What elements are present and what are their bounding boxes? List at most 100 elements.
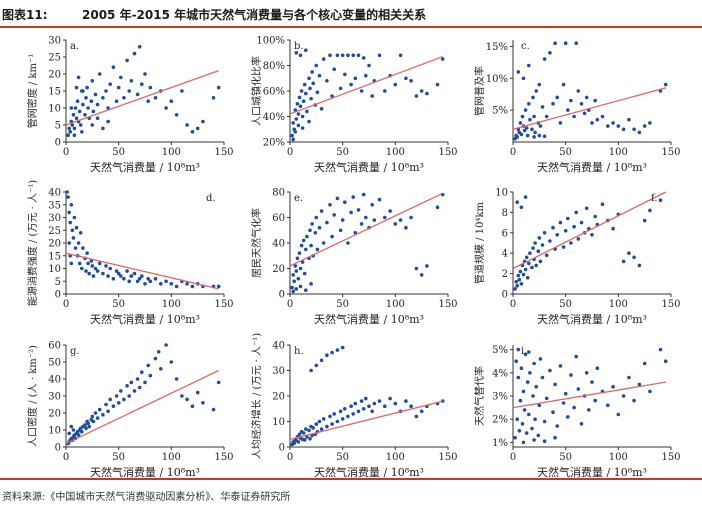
y-tick-label: 6: [502, 228, 508, 239]
figure-title: 2005 年-2015 年城市天然气消费量与各个核心变量的相关关系: [82, 8, 427, 22]
data-point: [298, 104, 303, 109]
data-point: [97, 261, 102, 266]
data-point: [595, 366, 600, 371]
data-point: [343, 407, 347, 411]
x-tick-label: 150: [661, 452, 680, 463]
data-point: [169, 360, 174, 364]
data-point: [298, 53, 303, 58]
data-point: [153, 96, 158, 100]
data-point: [521, 272, 526, 277]
panel-label: g.: [70, 346, 80, 357]
data-point: [637, 130, 642, 135]
source-note: 资料来源:《中国城市天然气消费驱动因素分析》、华泰证券研究所: [2, 492, 291, 503]
data-point: [95, 116, 100, 120]
data-point: [321, 241, 326, 245]
data-point: [561, 401, 566, 405]
scatter-panel-e: 0 50 100 150 0 20 40 60 80 e. 天然气消费量 / 10⁸m³ 居民天然气化…: [250, 188, 458, 327]
data-point: [542, 439, 547, 444]
data-point: [127, 89, 131, 93]
scatter-panel-b: 0 50 100 150 20% 40% 60% 80% 100% b. 天然气消费量 / 10⁸m…: [250, 36, 458, 175]
y-axis-label: 能源消费强度 / (万元 · 人⁻¹): [26, 180, 39, 306]
data-point: [514, 280, 518, 284]
data-point: [544, 396, 549, 401]
x-tick-label: 150: [661, 299, 680, 310]
trend-line: [512, 87, 666, 130]
data-point: [74, 116, 79, 120]
x-tick-label: 100: [386, 452, 405, 463]
data-point: [522, 128, 527, 133]
data-point: [164, 343, 168, 347]
data-point: [315, 247, 320, 252]
data-point: [295, 256, 300, 261]
x-tick-label: 0: [510, 452, 516, 463]
x-tick-label: 100: [162, 452, 181, 463]
data-point: [517, 429, 522, 433]
data-point: [116, 85, 121, 90]
data-point: [540, 105, 545, 109]
data-point: [536, 433, 541, 438]
data-point: [346, 53, 350, 58]
data-point: [544, 253, 549, 257]
data-point: [516, 273, 521, 278]
data-point: [522, 408, 527, 412]
data-point: [364, 215, 368, 220]
data-point: [642, 361, 647, 366]
source-divider: [0, 478, 702, 480]
data-point: [159, 367, 163, 371]
data-point: [579, 220, 584, 225]
data-point: [76, 75, 81, 80]
x-axis-label: 天然气消费量 / 10⁸m³: [314, 312, 424, 326]
data-point: [301, 99, 306, 103]
data-point: [587, 408, 591, 412]
data-point: [299, 243, 304, 248]
data-point: [72, 126, 77, 131]
data-point: [140, 82, 144, 86]
data-point: [532, 114, 536, 119]
data-point: [301, 431, 306, 435]
y-tick-label: 35: [48, 200, 61, 211]
data-point: [69, 261, 74, 266]
data-point: [370, 409, 375, 414]
data-point: [531, 246, 535, 250]
data-point: [297, 95, 302, 100]
data-point: [388, 209, 392, 213]
data-point: [319, 107, 324, 111]
data-point: [301, 238, 306, 243]
data-point: [291, 273, 296, 277]
data-point: [135, 377, 140, 381]
data-point: [101, 412, 105, 417]
data-point: [514, 359, 518, 364]
data-point: [216, 85, 221, 90]
data-point: [106, 106, 110, 110]
data-point: [325, 424, 329, 429]
data-point: [538, 357, 543, 361]
data-point: [119, 274, 123, 278]
data-point: [93, 411, 98, 415]
data-point: [532, 361, 536, 366]
trend-line: [289, 192, 444, 267]
data-point: [440, 57, 445, 61]
data-point: [308, 228, 312, 233]
data-point: [563, 391, 568, 396]
data-point: [91, 109, 96, 114]
data-point: [293, 130, 298, 134]
data-point: [309, 368, 313, 373]
data-point: [148, 279, 153, 284]
data-point: [532, 438, 536, 442]
data-point: [518, 398, 523, 403]
data-point: [174, 284, 179, 289]
data-point: [76, 241, 81, 245]
data-point: [169, 282, 174, 286]
data-point: [185, 397, 189, 402]
x-tick-label: 0: [510, 299, 516, 310]
data-point: [180, 89, 184, 93]
data-point: [527, 261, 531, 266]
data-point: [114, 269, 119, 273]
data-point: [335, 348, 340, 352]
data-point: [576, 387, 581, 391]
y-tick-label: 50: [48, 358, 61, 369]
trend-line: [65, 252, 219, 290]
panel-label: h.: [294, 346, 304, 357]
data-point: [143, 380, 147, 385]
data-point: [164, 106, 168, 110]
